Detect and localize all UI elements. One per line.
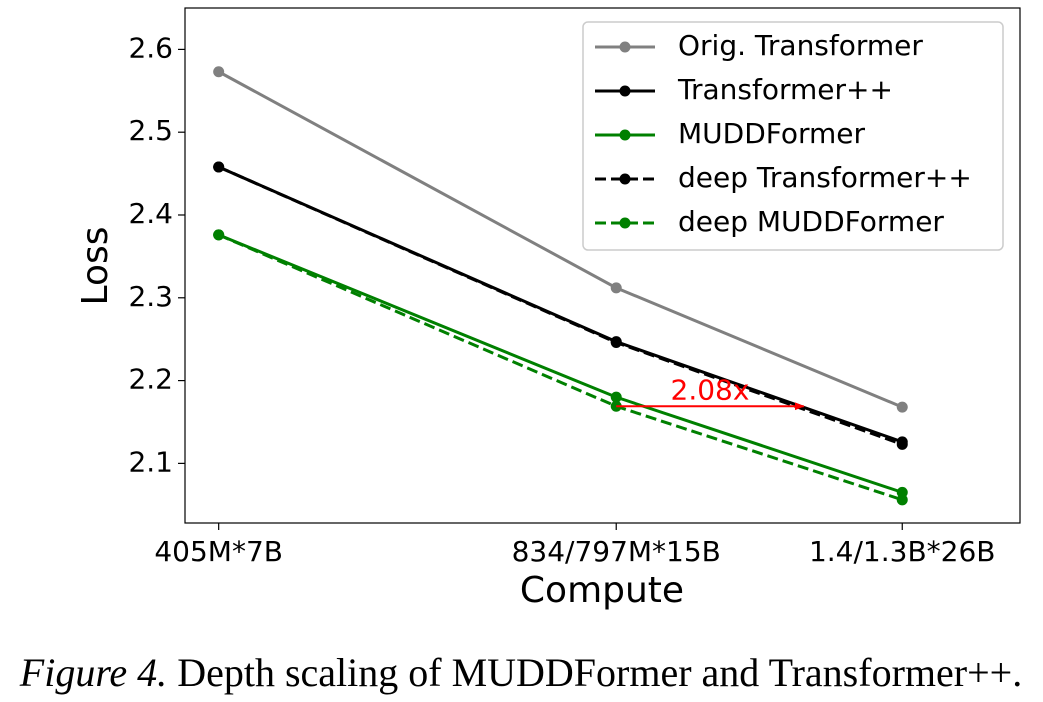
legend-marker [619, 129, 631, 141]
x-tick-label: 1.4/1.3B*26B [809, 535, 996, 568]
legend-box [582, 21, 1004, 251]
annotation-text: 2.08x [671, 373, 750, 406]
plot-frame [184, 7, 1021, 524]
y-tick-label: 2.4 [128, 197, 173, 230]
y-tick-label: 2.2 [128, 363, 173, 396]
legend-label: Transformer++ [677, 73, 893, 106]
legend-marker [619, 85, 631, 97]
legend-marker [619, 217, 631, 229]
data-point [213, 66, 225, 78]
data-point [610, 391, 622, 403]
x-axis-label: Compute [520, 570, 684, 611]
legend-label: deep Transformer++ [678, 161, 972, 194]
y-tick-label: 2.5 [128, 114, 173, 147]
caption-text: Depth scaling of MUDDFormer and Transfor… [177, 650, 1022, 695]
data-point [610, 337, 622, 349]
legend-marker [619, 41, 631, 53]
y-tick-label: 2.1 [128, 445, 173, 478]
x-tick-label: 834/797M*15B [512, 535, 721, 568]
y-tick-label: 2.3 [128, 280, 173, 313]
data-point [896, 494, 908, 506]
legend-label: Orig. Transformer [678, 29, 923, 62]
data-point [213, 161, 225, 173]
legend-marker [619, 173, 631, 185]
x-tick-label: 405M*7B [154, 535, 283, 568]
data-point [896, 438, 908, 450]
legend-label: MUDDFormer [678, 117, 866, 150]
y-tick-label: 2.6 [128, 31, 173, 64]
data-point [896, 401, 908, 413]
caption: Figure 4. Depth scaling of MUDDFormer an… [19, 650, 1022, 695]
data-point [213, 229, 225, 241]
data-point [610, 282, 622, 294]
series-line [218, 233, 903, 502]
legend-label: deep MUDDFormer [678, 205, 944, 238]
caption-label: Figure 4. [19, 650, 167, 695]
y-axis-label: Loss [75, 227, 116, 306]
